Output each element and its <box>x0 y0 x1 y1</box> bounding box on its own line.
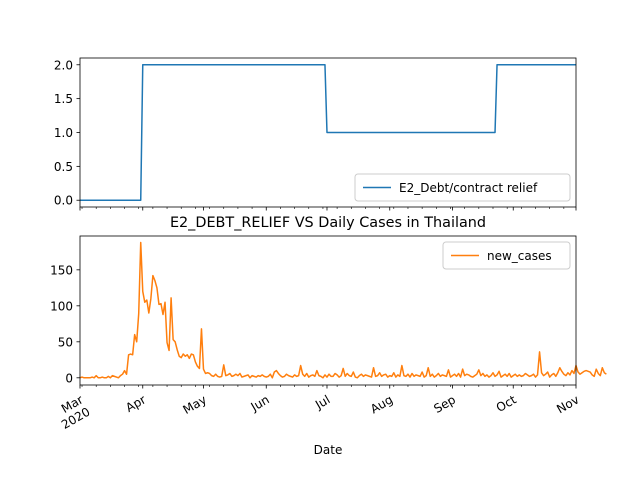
x-tick-label-line: May <box>181 392 209 417</box>
x-tick-label-line: Apr <box>123 392 148 415</box>
bottom-panel-title: E2_DEBT_RELIEF VS Daily Cases in Thailan… <box>170 215 486 231</box>
x-tick-label: Aug <box>368 392 395 416</box>
y-tick-label: 0.0 <box>54 194 73 208</box>
x-tick-label: Mar2020 <box>52 392 93 432</box>
x-tick-label: Sep <box>431 392 458 415</box>
x-tick-label-line: Oct <box>494 392 519 415</box>
legend-label: new_cases <box>487 249 552 263</box>
series-line <box>79 241 607 379</box>
y-tick-label: 1.0 <box>54 126 73 140</box>
y-tick-label: 100 <box>50 299 73 313</box>
x-tick-label: Apr <box>123 392 148 415</box>
bottom-panel: 0 50 100 150 Mar2020 Apr May Jun Jul Aug Sep Oct Nov… <box>50 235 607 432</box>
x-axis-label: Date <box>314 443 343 457</box>
axes-frame <box>79 235 577 386</box>
x-tick-label-line: Aug <box>368 392 395 416</box>
y-tick-label: 0 <box>65 371 73 385</box>
x-tick-label: Jun <box>248 392 272 414</box>
series-line <box>80 64 576 201</box>
legend-label: E2_Debt/contract relief <box>399 181 538 195</box>
x-tick-label: May <box>181 392 209 417</box>
legend-box <box>442 241 571 270</box>
legend-box <box>354 173 571 202</box>
y-tick-label: 150 <box>50 263 73 277</box>
x-tick-label-line: Sep <box>431 392 458 415</box>
y-tick-label: 1.5 <box>54 92 73 106</box>
x-tick-label: Nov <box>554 392 581 416</box>
top-panel: 0.0 0.5 1.0 1.5 2.0 E2_Debt/contract relief <box>54 57 577 211</box>
y-tick-label: 50 <box>58 335 73 349</box>
y-tick-label: 2.0 <box>54 58 73 72</box>
y-tick-label: 0.5 <box>54 160 73 174</box>
x-tick-label: Oct <box>494 392 519 415</box>
x-tick-label-line: Jul <box>312 392 332 412</box>
x-tick-label-line: Jun <box>248 392 272 414</box>
x-tick-label-line: Nov <box>554 392 581 416</box>
x-tick-label: Jul <box>312 392 332 412</box>
